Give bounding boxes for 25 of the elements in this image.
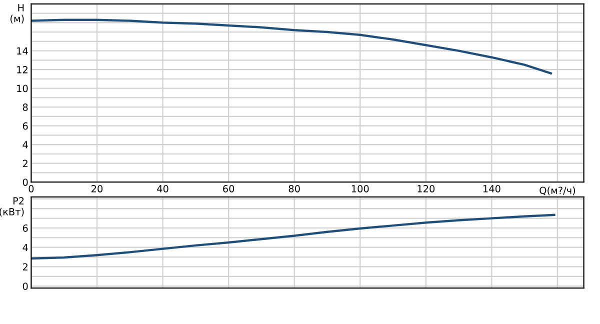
y-tick-label: 6 <box>22 122 28 130</box>
y-tick-label: 4 <box>22 141 28 148</box>
x-tick-label: 80 <box>288 185 300 192</box>
y-tick-label: 14 <box>17 47 28 54</box>
y-tick-label: 10 <box>17 84 28 92</box>
y-tick-label: 0 <box>22 178 28 186</box>
line-series <box>31 214 556 260</box>
y-tick-label: 8 <box>22 104 28 111</box>
x-tick-label: 120 <box>418 185 435 192</box>
x-axis-title: Q(м?/ч) <box>540 186 576 196</box>
y-tick-label: 12 <box>17 66 28 74</box>
y-tick-label: 4 <box>22 244 28 252</box>
line-series <box>31 18 552 74</box>
x-tick-label: 40 <box>157 185 168 192</box>
y-tick-label: 6 <box>22 224 28 232</box>
y-axis-title: P2 (кВт) <box>0 197 24 217</box>
x-tick-label: 0 <box>28 185 34 192</box>
x-tick-label: 140 <box>483 185 500 192</box>
y-tick-label: 2 <box>22 263 28 270</box>
x-tick-label: 100 <box>352 185 369 192</box>
x-tick-label: 60 <box>223 185 234 192</box>
x-tick-label: 20 <box>92 185 103 192</box>
y-tick-label: 2 <box>22 160 28 168</box>
y-tick-label: 0 <box>22 282 28 290</box>
y-axis-title: H (м) <box>10 4 24 24</box>
